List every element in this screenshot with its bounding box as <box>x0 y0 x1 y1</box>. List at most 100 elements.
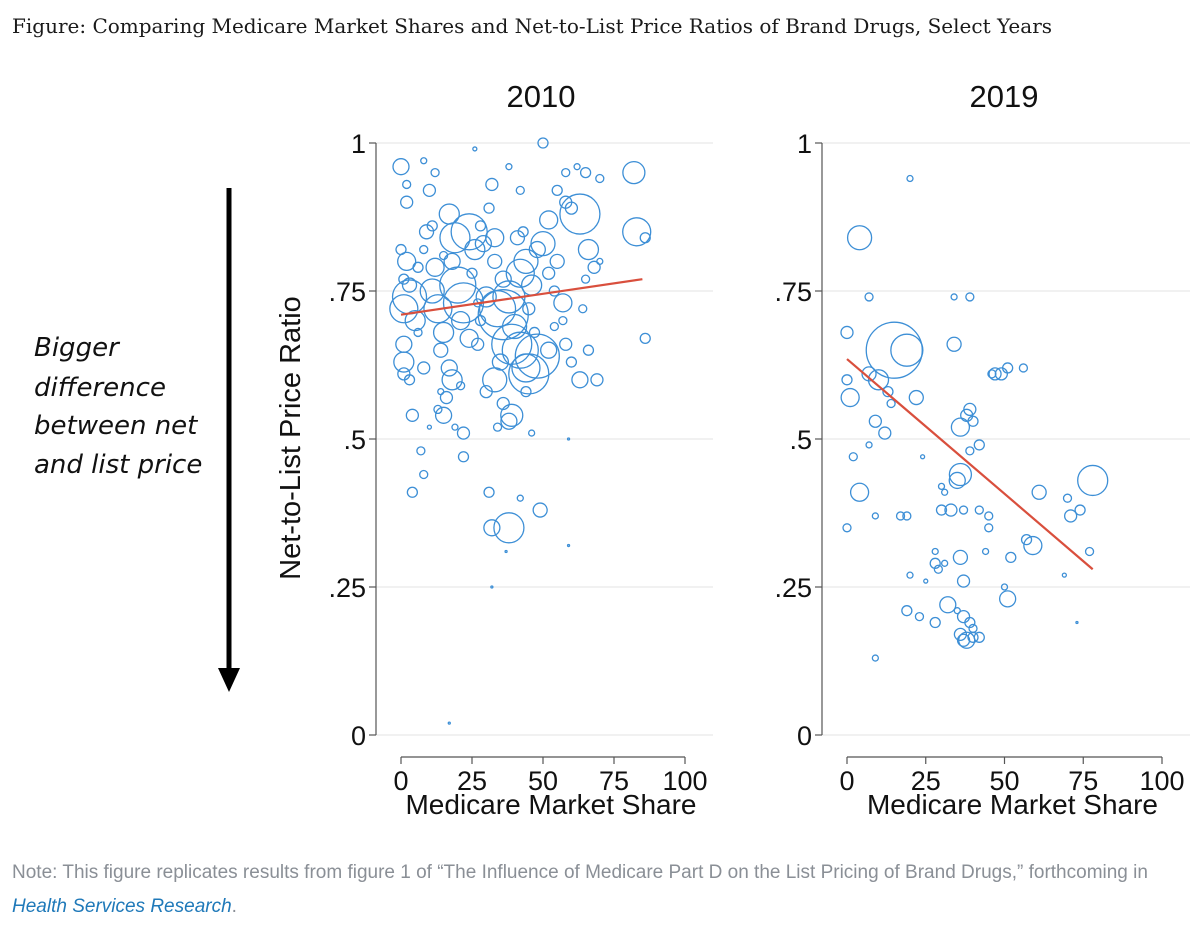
data-point-0-99 <box>554 294 572 312</box>
data-point-1-24 <box>966 293 974 301</box>
data-point-1-70 <box>1032 485 1046 499</box>
data-point-0-55 <box>492 324 532 364</box>
data-point-0-75 <box>552 185 562 195</box>
data-point-1-38 <box>985 512 993 520</box>
data-point-0-100 <box>550 323 558 331</box>
y-tick-label-0-4: 1 <box>351 129 366 159</box>
data-point-0-35 <box>440 392 452 404</box>
data-point-1-0 <box>848 226 872 250</box>
y-tick-label-1-3: .75 <box>774 277 812 307</box>
data-point-0-94 <box>559 317 567 325</box>
data-point-0-72 <box>543 267 555 279</box>
x-axis-title-0: Medicare Market Share <box>405 789 696 820</box>
annotation-line-4: and list price <box>34 450 202 480</box>
data-point-0-28 <box>439 204 459 224</box>
data-point-0-135 <box>452 424 458 430</box>
x-tick-label-1-0: 0 <box>839 766 854 796</box>
note-end: . <box>232 896 237 917</box>
data-point-0-96 <box>566 357 576 367</box>
data-point-0-0 <box>393 159 409 175</box>
data-point-1-46 <box>907 572 913 578</box>
annotation-arrow-head <box>218 668 240 692</box>
note-text: Note: This figure replicates results fro… <box>12 862 1148 883</box>
data-point-1-12 <box>869 415 881 427</box>
data-point-0-123 <box>518 227 528 237</box>
data-point-0-2 <box>401 196 413 208</box>
data-point-0-78 <box>560 194 600 234</box>
data-point-0-113 <box>521 387 531 397</box>
data-point-1-73 <box>1075 505 1085 515</box>
data-point-0-83 <box>574 164 580 170</box>
data-point-1-22 <box>947 337 961 351</box>
data-point-1-11 <box>887 399 895 407</box>
x-axis-title-1: Medicare Market Share <box>867 789 1158 820</box>
data-point-0-47 <box>486 178 498 190</box>
data-point-1-39 <box>985 524 993 532</box>
data-point-0-39 <box>457 427 469 439</box>
data-point-0-31 <box>440 267 476 303</box>
data-point-1-63 <box>1019 364 1027 372</box>
data-point-0-80 <box>588 261 600 273</box>
data-point-1-81 <box>942 560 948 566</box>
data-point-0-69 <box>522 275 542 295</box>
data-point-1-49 <box>930 618 940 628</box>
data-point-0-107 <box>505 550 507 552</box>
data-point-0-22 <box>420 246 428 254</box>
data-point-0-66 <box>494 423 502 431</box>
data-point-1-30 <box>974 440 984 450</box>
data-point-0-129 <box>591 374 603 386</box>
y-tick-label-1-0: 0 <box>797 721 812 751</box>
data-point-1-51 <box>958 611 970 623</box>
data-point-0-20 <box>431 169 439 177</box>
annotation-line-1: Bigger <box>34 333 121 363</box>
data-point-1-4 <box>842 375 852 385</box>
data-point-0-84 <box>581 168 591 178</box>
data-point-0-91 <box>516 186 524 194</box>
data-point-1-80 <box>924 579 928 583</box>
annotation-group: Bigger difference between net and list p… <box>34 188 240 692</box>
data-point-1-77 <box>1076 622 1078 624</box>
data-point-1-5 <box>841 389 859 407</box>
data-point-1-48 <box>915 613 923 621</box>
data-point-0-109 <box>448 722 450 724</box>
data-point-0-18 <box>421 158 427 164</box>
data-point-0-89 <box>640 333 650 343</box>
data-point-1-17 <box>843 524 851 532</box>
data-point-0-10 <box>396 336 412 352</box>
data-point-0-46 <box>484 203 494 213</box>
data-point-1-75 <box>1078 465 1108 495</box>
data-point-0-87 <box>623 218 651 246</box>
annotation-line-3: between net <box>34 411 198 441</box>
data-point-1-8 <box>866 322 922 378</box>
data-point-0-93 <box>473 147 477 151</box>
chart-canvas: Bigger difference between net and list p… <box>0 0 1200 850</box>
data-point-0-16 <box>407 487 417 497</box>
data-point-1-65 <box>1006 552 1016 562</box>
data-point-0-12 <box>398 368 410 380</box>
data-point-1-15 <box>849 453 857 461</box>
data-point-0-79 <box>578 240 598 260</box>
data-point-0-125 <box>495 271 511 287</box>
y-tick-label-0-1: .25 <box>328 573 366 603</box>
data-point-0-74 <box>540 211 558 229</box>
note-link[interactable]: Health Services Research <box>12 896 232 917</box>
data-point-1-21 <box>909 391 923 405</box>
data-point-1-3 <box>841 326 853 338</box>
data-point-1-79 <box>921 455 925 459</box>
y-tick-label-1-2: .5 <box>789 425 812 455</box>
data-point-0-14 <box>406 409 418 421</box>
data-point-1-16 <box>851 483 869 501</box>
panel-2010: 0.25.5.7510 25 50 75 1002010Medicare Market … <box>328 79 713 820</box>
data-point-0-7 <box>390 295 418 323</box>
data-point-0-21 <box>420 225 434 239</box>
data-point-1-2 <box>865 293 873 301</box>
data-point-1-76 <box>1062 573 1066 577</box>
data-point-0-128 <box>579 305 587 313</box>
data-point-0-105 <box>484 520 500 536</box>
data-point-1-78 <box>872 655 878 661</box>
data-point-1-47 <box>902 606 912 616</box>
data-point-0-122 <box>510 231 524 245</box>
data-point-0-131 <box>442 370 462 390</box>
data-point-0-102 <box>484 487 494 497</box>
panel-title-1: 2019 <box>970 79 1039 114</box>
